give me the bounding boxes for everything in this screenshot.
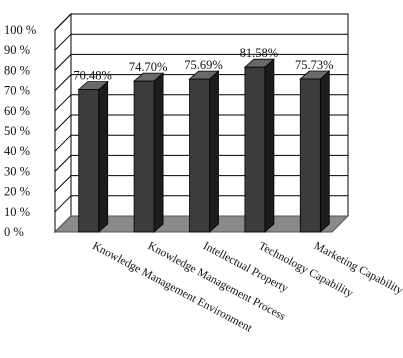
bars [77, 58, 331, 233]
category-labels: Knowledge Management EnvironmentKnowledg… [90, 240, 403, 335]
y-tick-label: 80 % [4, 63, 30, 77]
bar-side [264, 58, 275, 233]
data-label: 74.70% [129, 60, 168, 74]
gridline-side [54, 114, 72, 132]
gridline-side [54, 54, 72, 71]
y-tick-label: 60 % [4, 104, 30, 118]
bar-front [189, 78, 210, 233]
bar [188, 70, 220, 233]
y-tick-label: 100 % [4, 23, 36, 37]
data-label: 81.58% [240, 46, 279, 60]
gridline-side [54, 94, 72, 112]
bar-front [299, 78, 321, 233]
bar [299, 70, 331, 233]
gridline-side [54, 13, 72, 31]
bar [243, 58, 275, 233]
gridline-side [54, 195, 72, 213]
category-label: Marketing Capability [312, 240, 403, 297]
data-label: 70.48% [73, 69, 112, 83]
y-tick-label: 30 % [4, 164, 30, 178]
y-tick-label: 50 % [4, 124, 30, 138]
bar [133, 72, 165, 233]
gridline-side [54, 175, 72, 192]
bar-side [98, 80, 109, 233]
data-label: 75.69% [184, 58, 223, 72]
y-tick-label: 40 % [4, 144, 30, 158]
bar-side [319, 70, 330, 233]
gridline-side [54, 155, 72, 172]
y-axis-ticks: 0 % 10 % 20 % 30 % 40 % 50 % 60 % 70 % 80 % 90 % 1… [4, 23, 36, 239]
gridline-side [54, 74, 72, 91]
bar-side [209, 70, 219, 233]
gridline-side [54, 33, 72, 51]
y-tick-label: 20 % [4, 185, 30, 199]
bar [77, 80, 109, 233]
bar-front [244, 66, 266, 233]
y-tick-label: 90 % [4, 43, 30, 57]
y-tick-label: 0 % [4, 225, 24, 239]
data-labels: 70.48% 74.70% 75.69% 81.58% 75.73% [73, 46, 333, 82]
y-tick-label: 70 % [4, 84, 30, 98]
y-tick-label: 10 % [4, 205, 30, 219]
bar-front [133, 80, 155, 233]
bar-front [78, 89, 100, 233]
data-label: 75.73% [295, 58, 334, 72]
category-label: Technology Capability [256, 240, 354, 300]
gridline-side [54, 134, 72, 152]
bar-side [153, 72, 164, 233]
